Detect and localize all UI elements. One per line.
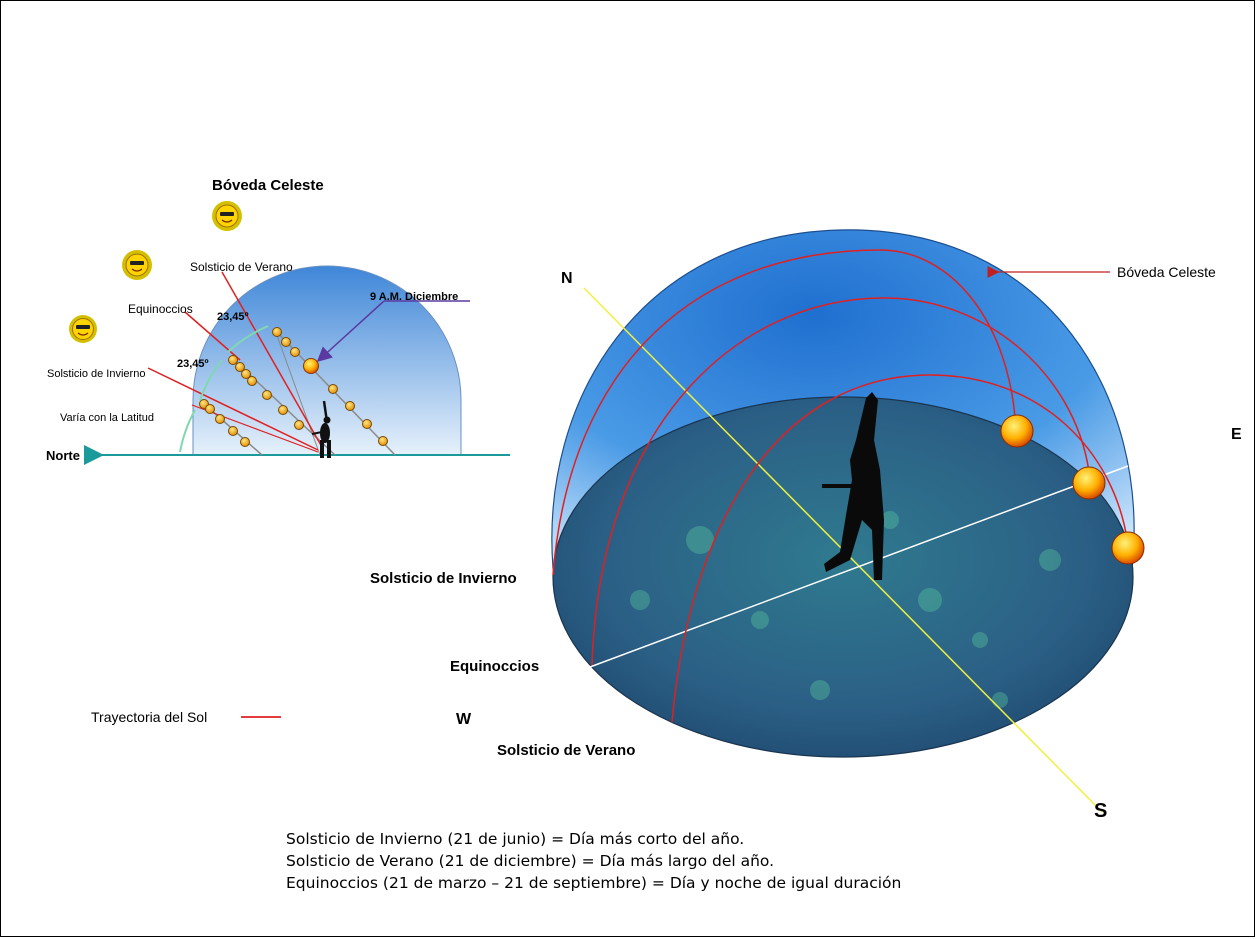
label-small-summer: Solsticio de Verano	[190, 260, 293, 274]
label-north: Norte	[46, 448, 80, 463]
label-latitude: Varía con la Latitud	[60, 412, 154, 424]
dir-east: E	[1231, 426, 1242, 443]
sun-winter	[1000, 414, 1034, 448]
east-west-axis	[589, 465, 1129, 668]
legend: Trayectoria del Sol	[91, 709, 281, 725]
sun-face-icon	[122, 250, 152, 280]
label-large-summer: Solsticio de Verano	[497, 742, 635, 759]
sun-path-summer	[671, 374, 1129, 723]
sun-equinox	[1072, 466, 1106, 500]
sun-summer	[1111, 531, 1145, 565]
sun-face-icon	[69, 315, 97, 343]
ground-plane	[552, 396, 1134, 758]
pointer-equinox	[184, 311, 241, 361]
angle-arc-1	[227, 325, 269, 353]
caption: Solsticio de Invierno (21 de junio) = Dí…	[286, 828, 901, 894]
label-9am: 9 A.M. Diciembre	[370, 291, 458, 303]
legend-label: Trayectoria del Sol	[91, 709, 207, 725]
small-title: Bóveda Celeste	[212, 177, 324, 194]
ground-texture	[630, 511, 1061, 708]
angle-label-1: 23,45º	[217, 311, 249, 323]
sun-face-icon	[212, 201, 242, 231]
large-diagram: Bóveda Celeste N E W S Solsticio de Invi…	[370, 229, 1242, 822]
caption-line-1: Solsticio de Invierno (21 de junio) = Dí…	[286, 830, 745, 848]
angle-label-2: 23,45º	[177, 358, 209, 370]
dir-west: W	[456, 711, 472, 728]
dir-south: S	[1094, 800, 1107, 822]
small-sun-dots	[199, 327, 388, 447]
label-large-equinox: Equinoccios	[450, 658, 539, 675]
dir-north: N	[561, 270, 573, 287]
small-diagram: Bóveda Celeste Solsticio de Verano Equin…	[46, 177, 510, 465]
label-small-equinox: Equinoccios	[128, 302, 193, 316]
pointer-summer	[221, 271, 323, 448]
pointer-winter	[147, 367, 319, 451]
caption-line-3: Equinoccios (21 de marzo – 21 de septiem…	[286, 874, 902, 892]
sun-9am	[303, 358, 319, 374]
pointer-9am	[316, 300, 385, 363]
angle-arc-2	[199, 359, 223, 401]
label-large-winter: Solsticio de Invierno	[370, 570, 517, 587]
large-observer	[822, 392, 884, 580]
caption-line-2: Solsticio de Verano (21 de diciembre) = …	[286, 852, 775, 870]
sun-path-equinox	[591, 297, 1091, 666]
label-small-winter: Solsticio de Invierno	[47, 368, 145, 380]
sun-path-winter	[552, 249, 1017, 576]
label-boveda: Bóveda Celeste	[1117, 264, 1216, 280]
small-observer	[311, 400, 331, 458]
angle-arc-latitude	[179, 409, 196, 453]
